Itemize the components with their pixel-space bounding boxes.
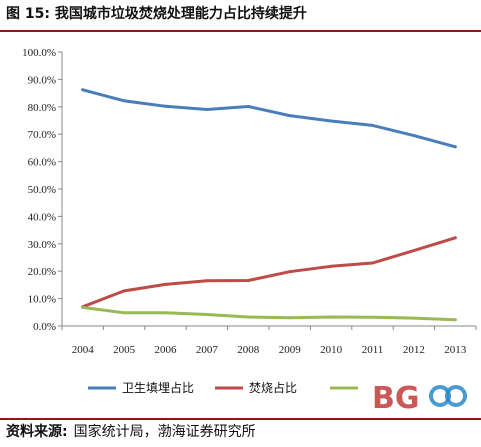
series-3-point <box>329 315 333 319</box>
series-1-point <box>205 108 209 112</box>
series-1-point <box>288 114 292 118</box>
x-tick-label: 2012 <box>403 344 425 356</box>
title-rule <box>0 30 481 32</box>
series-3-point <box>371 315 374 319</box>
series-line-3 <box>81 305 457 322</box>
source-label: 资料来源: <box>6 424 68 440</box>
series-3-point <box>453 318 457 322</box>
line-chart: 0.0% 10.0% 20.0% 30.0% 40.0% 50.0% 60.0% 70.0% 8… <box>22 47 477 395</box>
series-1-point <box>81 88 85 92</box>
y-tick-label: 20.0% <box>28 266 56 278</box>
series-1-point <box>246 105 250 109</box>
y-tick-label: 90.0% <box>28 74 56 86</box>
source-text: 国家统计局，渤海证券研究所 <box>73 424 256 440</box>
y-tick-label: 80.0% <box>28 102 56 114</box>
y-tick-label: 50.0% <box>28 184 56 196</box>
series-line-1 <box>81 88 457 149</box>
legend-label-1: 卫生填埋占比 <box>122 380 194 395</box>
y-tick-label: 100.0% <box>22 47 56 59</box>
series-1-point <box>412 134 416 138</box>
legend-label-2: 焚烧占比 <box>249 380 297 395</box>
series-3-point <box>288 316 292 320</box>
x-tick-label: 2010 <box>320 344 343 356</box>
series-2-point <box>288 270 292 274</box>
series-3-point <box>412 316 416 320</box>
series-2-point <box>205 279 209 283</box>
series-line-2 <box>81 236 457 309</box>
x-tick-label: 2006 <box>155 344 178 356</box>
y-tick-label: 70.0% <box>28 129 56 141</box>
series-1-point <box>371 123 374 127</box>
series-1-point <box>453 145 457 149</box>
y-tick-label: 0.0% <box>33 321 56 333</box>
y-tick-label: 30.0% <box>28 239 56 251</box>
series-2-point <box>371 261 374 265</box>
series-2-point <box>453 236 457 240</box>
source-note: 资料来源: 国家统计局，渤海证券研究所 <box>6 420 476 444</box>
watermark-logo: BG <box>372 381 467 416</box>
y-tick-label: 60.0% <box>28 157 56 169</box>
x-tick-label: 2005 <box>113 344 136 356</box>
series-1-point <box>122 99 126 103</box>
x-tick-label: 2007 <box>196 344 219 356</box>
source-rule <box>0 418 481 420</box>
x-tick-label: 2008 <box>237 344 260 356</box>
figure-title: 图 15: 我国城市垃圾焚烧处理能力占比持续提升 <box>6 6 307 22</box>
x-tick-label: 2009 <box>279 344 302 356</box>
y-tick-label: 40.0% <box>28 211 56 223</box>
series-1-point <box>329 119 333 123</box>
series-2-point <box>412 249 416 253</box>
x-tick-label: 2004 <box>72 344 95 356</box>
y-tick-label: 10.0% <box>28 294 56 306</box>
series-2-point <box>122 289 126 293</box>
series-2-point <box>329 264 333 268</box>
x-tick-label: 2011 <box>362 344 384 356</box>
series-3-point <box>122 311 126 315</box>
svg-text:BG: BG <box>372 381 420 416</box>
series-3-point <box>164 311 167 315</box>
series-2-point <box>164 282 167 286</box>
series-2-point <box>246 279 250 283</box>
series-3-point <box>205 312 209 316</box>
x-tick-label: 2013 <box>444 344 467 356</box>
series-1-point <box>164 104 167 108</box>
series-3-point <box>81 305 85 309</box>
series-3-point <box>246 315 250 319</box>
